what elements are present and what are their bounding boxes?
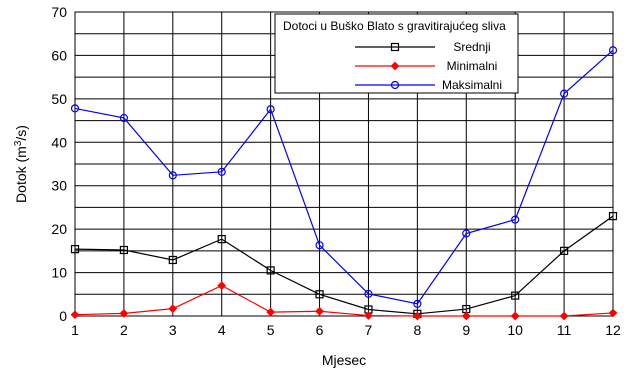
data-point: [168, 304, 178, 313]
legend-item: Maksimalni: [355, 78, 502, 92]
data-point: [168, 255, 177, 265]
legend-label: Minimalni: [447, 59, 498, 73]
legend-box: [274, 13, 519, 94]
series-line: [74, 215, 614, 315]
series-minimalni: [70, 281, 618, 321]
x-tick-label: 11: [557, 322, 572, 338]
x-tick-label: 1: [71, 322, 79, 338]
x-tick-label: 3: [169, 322, 177, 338]
series-layer: [70, 46, 618, 321]
data-point: [608, 212, 618, 221]
data-point: [217, 281, 227, 290]
data-point: [461, 311, 471, 321]
data-point: [266, 307, 275, 317]
legend-swatch-marker: [390, 80, 400, 90]
legend-swatch-marker: [390, 42, 400, 52]
x-tick-label: 4: [218, 322, 226, 338]
data-point: [266, 105, 275, 114]
data-point: [315, 290, 324, 299]
y-tick-label: 60: [51, 47, 67, 63]
data-point: [364, 289, 373, 298]
y-tick-label: 30: [51, 178, 67, 194]
data-point: [364, 311, 373, 320]
data-point: [266, 266, 275, 275]
y-tick-label: 0: [59, 308, 67, 324]
x-tick-label: 9: [462, 322, 470, 338]
data-point: [511, 215, 520, 224]
data-point: [70, 245, 80, 254]
y-tick-label: 40: [51, 134, 67, 150]
x-axis-label: Mjesec: [322, 352, 366, 368]
y-axis-label-main: Dotok (m: [13, 146, 29, 203]
y-axis-label-superscript: 3: [13, 140, 24, 146]
legend-label: Srednji: [453, 40, 490, 54]
data-point: [413, 311, 422, 321]
data-point: [315, 306, 324, 316]
series-line: [74, 49, 614, 305]
data-point: [119, 309, 129, 318]
data-point: [462, 229, 471, 238]
series-maksimalni: [70, 46, 618, 308]
legend-item: Minimalni: [355, 59, 497, 73]
data-point: [119, 245, 129, 255]
data-point: [608, 46, 618, 55]
data-point: [315, 241, 324, 250]
x-tick-label: 8: [413, 322, 421, 338]
data-point: [511, 291, 520, 300]
legend-title: Dotoci u Buško Blato s gravitirajućeg sl…: [283, 19, 506, 33]
data-point: [217, 167, 226, 176]
plot-frame: [74, 11, 614, 317]
x-tick-label: 10: [507, 322, 523, 338]
y-tick-label: 10: [51, 265, 67, 281]
y-tick-label: 20: [51, 221, 67, 237]
x-tick-label: 12: [605, 322, 621, 338]
y-axis-ticks: 0 10 20 30 40 50 60 70: [51, 4, 67, 324]
data-point: [413, 299, 422, 308]
data-point: [559, 311, 569, 321]
data-point: [510, 311, 520, 321]
data-point: [559, 246, 569, 255]
legend: Dotoci u Buško Blato s gravitirajućeg sl…: [274, 13, 519, 94]
legend-item: Srednji: [355, 40, 491, 54]
x-tick-label: 7: [365, 322, 373, 338]
x-tick-label: 2: [120, 322, 128, 338]
legend-swatch-marker: [390, 61, 400, 71]
y-axis-label-end: /s): [13, 125, 29, 141]
x-tick-label: 5: [267, 322, 275, 338]
y-tick-label: 50: [51, 91, 67, 107]
data-point: [70, 310, 80, 320]
data-point: [217, 235, 226, 244]
data-point: [119, 113, 129, 123]
legend-label: Maksimalni: [442, 78, 502, 92]
series-srednji: [70, 212, 618, 318]
y-tick-label: 70: [51, 4, 67, 20]
x-tick-label: 6: [316, 322, 324, 338]
data-point: [168, 171, 177, 180]
data-point: [559, 89, 569, 98]
legend-items: Srednji Minimalni Maksimalni: [355, 40, 502, 92]
series-line: [74, 284, 614, 317]
y-axis-label: Dotok (m3/s): [13, 125, 30, 203]
x-axis-ticks: 1 2 3 4 5 6 7 8 9 10 11 12: [71, 322, 621, 338]
data-point: [70, 104, 80, 113]
data-point: [608, 308, 618, 318]
